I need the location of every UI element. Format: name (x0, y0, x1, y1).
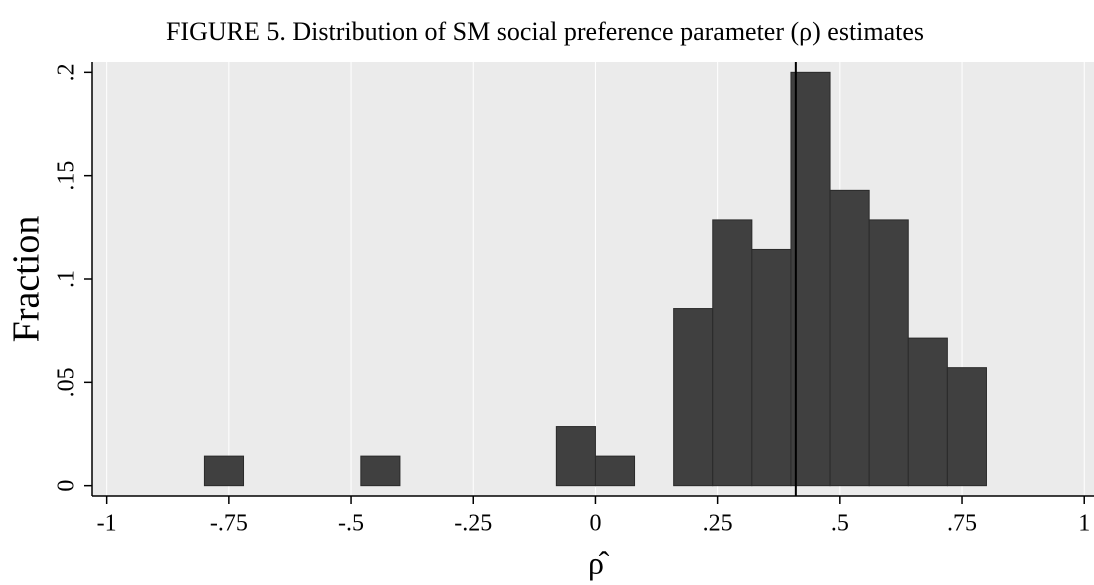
bar (868, 219, 909, 487)
chart-title: FIGURE 5. Distribution of SM social pref… (166, 17, 924, 46)
x-tick-label: .75 (947, 511, 977, 537)
y-axis-label: Fraction (6, 216, 48, 343)
x-tick-label: -.5 (338, 511, 364, 537)
x-tick-label: -.75 (210, 511, 248, 537)
x-tick-label: 1 (1078, 511, 1090, 537)
bar (790, 71, 831, 487)
y-tick-label: .2 (54, 63, 80, 81)
bar (555, 426, 596, 487)
bar (673, 308, 714, 487)
x-tick-label: -.25 (454, 511, 492, 537)
x-tick-label: .25 (703, 511, 733, 537)
bar (594, 455, 636, 487)
y-tick-label: 0 (54, 480, 80, 492)
y-tick-label: .1 (54, 270, 80, 288)
bar (360, 455, 401, 487)
bar (712, 219, 753, 487)
bar (203, 455, 245, 487)
bar (829, 189, 870, 487)
x-axis-label: ρ̂ (588, 544, 610, 580)
bar (946, 367, 987, 487)
y-tick-label: .05 (54, 367, 80, 397)
x-tick-label: -1 (97, 511, 117, 537)
x-tick-label: 0 (589, 511, 601, 537)
x-tick-label: .5 (831, 511, 849, 537)
y-tick-label: .15 (54, 161, 80, 191)
bar (907, 337, 948, 487)
bar (751, 248, 792, 487)
